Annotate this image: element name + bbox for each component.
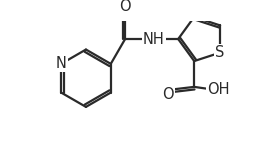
Text: N: N <box>56 56 66 71</box>
Text: OH: OH <box>207 82 230 97</box>
Text: O: O <box>119 0 131 14</box>
Text: S: S <box>215 45 225 60</box>
Text: NH: NH <box>143 32 165 47</box>
Text: O: O <box>163 87 174 102</box>
